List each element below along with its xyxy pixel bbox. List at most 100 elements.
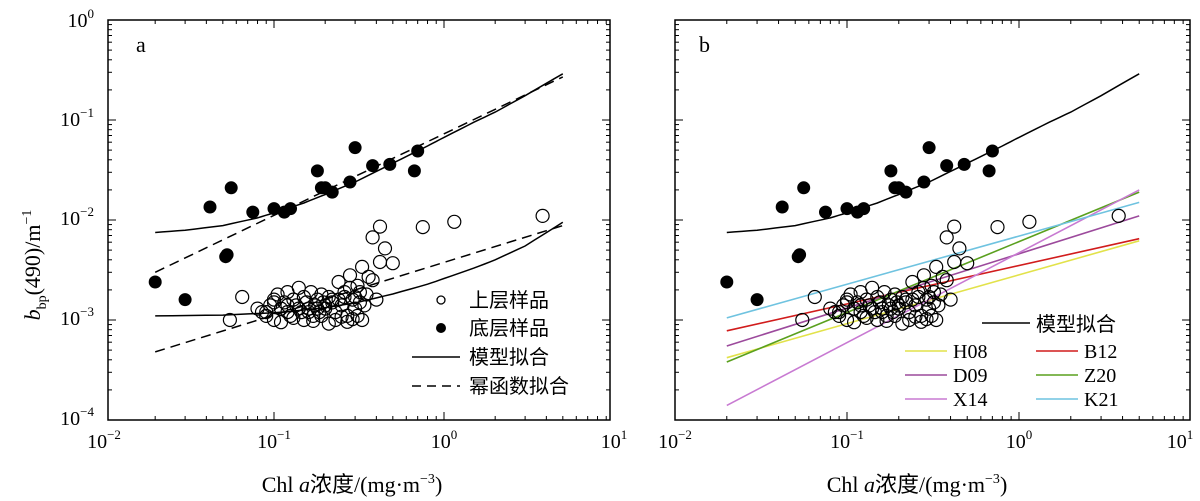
bottom-sample-point	[348, 141, 362, 155]
bottom-sample-point	[940, 159, 954, 173]
panel-a-xtick-label: 10−2	[87, 427, 121, 453]
upper-sample-point	[357, 298, 372, 313]
bottom-sample-point	[775, 200, 789, 214]
upper-sample-point	[921, 289, 937, 305]
upper-sample-point	[318, 298, 333, 313]
upper-sample-point	[334, 309, 349, 324]
upper-sample-point	[535, 208, 550, 223]
panel-b-xtick-label: 10−2	[658, 427, 692, 453]
upper-sample-point	[273, 315, 289, 330]
upper-sample-point	[372, 219, 388, 234]
panel-b-frame	[674, 19, 1191, 421]
upper-sample-point	[935, 269, 950, 284]
panel-a-ytick-label: 10−4	[60, 404, 94, 430]
upper-sample-point	[887, 308, 903, 323]
legend-label: Z20	[1084, 365, 1116, 387]
bottom-sample-point	[917, 175, 931, 189]
upper-sample-point	[795, 312, 810, 328]
upper-sample-point	[916, 280, 932, 295]
upper-sample-point	[823, 301, 838, 316]
upper-sample-point	[372, 254, 388, 270]
legend-label: D09	[953, 365, 987, 387]
upper-sample-point	[1111, 208, 1126, 223]
panel-b: 10−2 10−1 100 101 b 模型拟合 H08 B12 D0	[658, 19, 1193, 453]
upper-sample-point	[864, 301, 880, 316]
upper-sample-point	[879, 313, 894, 328]
upper-sample-point	[960, 256, 975, 271]
upper-sample-point	[314, 308, 329, 323]
legend-item-K21: K21	[1036, 389, 1118, 411]
bottom-sample-point	[797, 181, 811, 195]
legend-label: B12	[1084, 341, 1117, 363]
upper-sample-point	[235, 289, 250, 305]
bottom-sample-point	[985, 144, 999, 158]
bottom-sample-point	[343, 175, 357, 189]
upper-sample-point	[365, 230, 380, 245]
legend-filled-circle	[436, 323, 446, 333]
upper-sample-point	[291, 280, 306, 295]
y-axis-label-sup: −1	[20, 210, 35, 225]
upper-sample-point	[301, 305, 316, 320]
bottom-sample-point	[310, 164, 324, 178]
model-line-B12	[726, 237, 1140, 332]
legend-item-Z20: Z20	[1036, 365, 1116, 387]
upper-sample-point	[280, 298, 295, 313]
bottom-sample-point	[720, 275, 734, 289]
model-fit-bottom-line	[155, 73, 564, 234]
upper-sample-point	[350, 278, 365, 293]
upper-sample-point	[310, 301, 325, 316]
bottom-sample-point	[793, 248, 807, 262]
upper-sample-point	[385, 256, 400, 271]
y-axis-label-main: b	[20, 309, 45, 320]
panel-a-xtick-label: 100	[431, 427, 458, 453]
upper-sample-point	[895, 316, 910, 331]
upper-sample-point	[831, 308, 847, 323]
upper-sample-point	[291, 301, 306, 316]
panel-a-legend: 上层样品 底层样品 模型拟合 幂函数拟合	[412, 289, 569, 398]
legend-item-bottom: 底层样品	[436, 317, 549, 340]
upper-sample-point	[947, 219, 962, 234]
upper-sample-point	[947, 254, 962, 270]
panel-b-xtick-label: 101	[1167, 427, 1194, 453]
y-axis-label: bbp(490)/m−1	[20, 210, 50, 321]
upper-sample-point	[883, 301, 899, 316]
legend-item-model: 模型拟合	[412, 346, 549, 369]
bottom-sample-point	[203, 200, 217, 214]
bottom-sample-point	[148, 275, 162, 289]
legend-item-model: 模型拟合	[982, 313, 1116, 336]
upper-sample-point	[846, 315, 862, 330]
upper-sample-point	[905, 292, 920, 307]
panel-b-tick-labels: 10−2 10−1 100 101	[658, 427, 1193, 453]
upper-sample-point	[898, 295, 914, 310]
model-fit-bottom-line	[726, 73, 1140, 234]
upper-sample-point	[831, 305, 847, 320]
y-axis-label-sub: bp	[35, 295, 50, 309]
legend-label: 上层样品	[469, 289, 549, 312]
upper-sample-point	[365, 273, 380, 288]
upper-sample-point	[929, 259, 944, 274]
upper-sample-point	[348, 289, 363, 305]
upper-sample-point	[266, 312, 282, 328]
panel-a-ytick-label: 10−2	[60, 204, 94, 230]
legend-label: K21	[1084, 389, 1118, 411]
model-line-D09	[726, 215, 1140, 347]
bottom-sample-point	[383, 157, 397, 171]
panel-a-points	[148, 141, 550, 331]
upper-sample-point	[266, 295, 282, 310]
upper-sample-point	[361, 269, 376, 284]
bottom-sample-point	[899, 185, 913, 199]
bottom-sample-point	[325, 185, 339, 199]
upper-sample-point	[839, 295, 855, 310]
panel-b-legend: 模型拟合 H08 B12 D09 Z20 X14	[905, 313, 1118, 411]
bottom-sample-point	[819, 205, 832, 219]
legend-label: 幂函数拟合	[469, 375, 569, 398]
panel-b-xtick-label: 10−1	[830, 427, 864, 453]
upper-sample-point	[325, 295, 340, 310]
x-axis-label-b: Chl a浓度/(mg·m−3)	[827, 472, 1008, 497]
upper-sample-point	[924, 308, 939, 323]
upper-sample-point	[306, 313, 321, 328]
upper-sample-point	[259, 305, 274, 320]
bottom-sample-point	[411, 144, 425, 158]
upper-sample-point	[321, 316, 336, 331]
power-fit-bottom-line	[154, 76, 564, 273]
